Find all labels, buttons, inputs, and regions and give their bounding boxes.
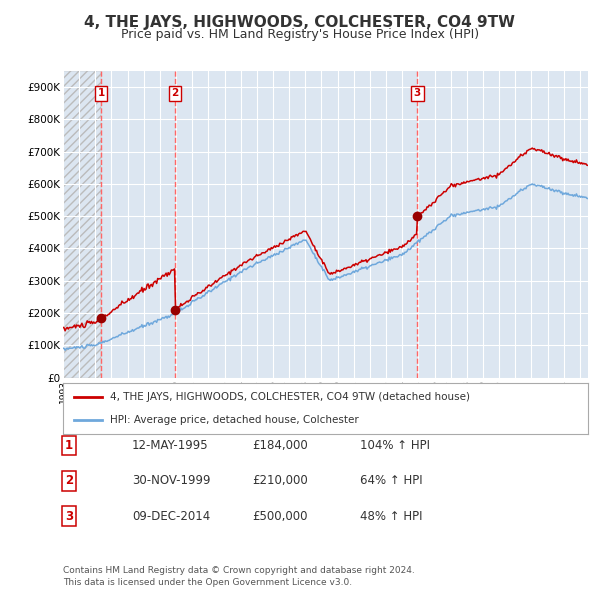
- Text: 2: 2: [171, 88, 178, 99]
- Text: 30-NOV-1999: 30-NOV-1999: [132, 474, 211, 487]
- Text: £184,000: £184,000: [252, 439, 308, 452]
- Text: 1: 1: [65, 439, 73, 452]
- Text: £500,000: £500,000: [252, 510, 308, 523]
- Text: 3: 3: [65, 510, 73, 523]
- Text: 104% ↑ HPI: 104% ↑ HPI: [360, 439, 430, 452]
- Text: HPI: Average price, detached house, Colchester: HPI: Average price, detached house, Colc…: [110, 415, 359, 425]
- Text: 12-MAY-1995: 12-MAY-1995: [132, 439, 209, 452]
- Text: 4, THE JAYS, HIGHWOODS, COLCHESTER, CO4 9TW (detached house): 4, THE JAYS, HIGHWOODS, COLCHESTER, CO4 …: [110, 392, 470, 402]
- Bar: [63, 71, 101, 378]
- Text: 4, THE JAYS, HIGHWOODS, COLCHESTER, CO4 9TW: 4, THE JAYS, HIGHWOODS, COLCHESTER, CO4 …: [85, 15, 515, 30]
- Text: 09-DEC-2014: 09-DEC-2014: [132, 510, 210, 523]
- Text: Contains HM Land Registry data © Crown copyright and database right 2024.
This d: Contains HM Land Registry data © Crown c…: [63, 566, 415, 587]
- Text: 3: 3: [414, 88, 421, 99]
- Text: 2: 2: [65, 474, 73, 487]
- Text: 48% ↑ HPI: 48% ↑ HPI: [360, 510, 422, 523]
- Bar: [63, 71, 101, 378]
- Text: 1: 1: [97, 88, 105, 99]
- Text: 64% ↑ HPI: 64% ↑ HPI: [360, 474, 422, 487]
- Text: Price paid vs. HM Land Registry's House Price Index (HPI): Price paid vs. HM Land Registry's House …: [121, 28, 479, 41]
- Text: £210,000: £210,000: [252, 474, 308, 487]
